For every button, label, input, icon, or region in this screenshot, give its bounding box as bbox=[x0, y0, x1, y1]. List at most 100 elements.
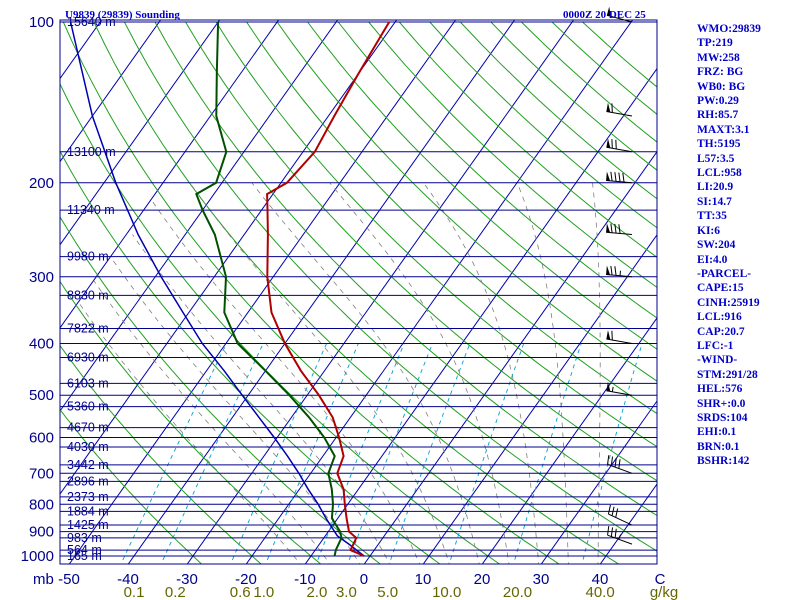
wind-barb bbox=[607, 504, 633, 526]
dewpoint-trace bbox=[195, 21, 343, 557]
plot-frame bbox=[59, 19, 658, 565]
temperature-tick-label: -20 bbox=[235, 571, 257, 588]
mixing-ratio-line bbox=[230, 343, 328, 564]
temperature-trace bbox=[266, 21, 391, 557]
height-label: 983 m bbox=[67, 531, 102, 545]
height-label: 6930 m bbox=[67, 351, 109, 365]
stat-row: FRZ: BG bbox=[697, 66, 744, 79]
height-label: 7822 m bbox=[67, 322, 109, 336]
isotherm-line bbox=[304, 67, 657, 564]
pressure-tick-label: 200 bbox=[29, 175, 54, 192]
height-label: 9980 m bbox=[67, 250, 109, 264]
stat-row: EI:4.0 bbox=[697, 253, 728, 266]
isotherm-line bbox=[481, 317, 657, 564]
dry-adiabat bbox=[276, 21, 657, 382]
moist-adiabat bbox=[112, 260, 361, 564]
height-label: 1425 m bbox=[67, 518, 109, 532]
height-label: 8830 m bbox=[67, 288, 109, 302]
isotherm-line bbox=[363, 150, 657, 564]
mixing-ratio-tick-label: 0.2 bbox=[165, 584, 186, 600]
isotherm-line bbox=[422, 234, 657, 564]
mixing-ratio-line bbox=[265, 343, 359, 564]
stat-row: BRN:0.1 bbox=[697, 440, 740, 453]
stat-row: -PARCEL- bbox=[697, 267, 752, 280]
isotherm-line bbox=[68, 20, 457, 564]
mixing-ratio-tick-label: 10.0 bbox=[432, 584, 461, 600]
y-axis-label: mb bbox=[33, 571, 54, 588]
moist-adiabat bbox=[150, 199, 421, 564]
stat-row: SI:14.7 bbox=[697, 195, 732, 208]
stat-row: STM:291/28 bbox=[697, 368, 758, 381]
stat-row: EHI:0.1 bbox=[697, 426, 737, 439]
wind-barb bbox=[606, 381, 633, 396]
height-label: 2373 m bbox=[67, 490, 109, 504]
pressure-tick-label: 800 bbox=[29, 496, 54, 513]
stat-row: LFC:-1 bbox=[697, 339, 734, 352]
pressure-tick-label: 900 bbox=[29, 524, 54, 541]
stat-row: WB0: BG bbox=[697, 80, 746, 93]
mixing-ratio-tick-label: 40.0 bbox=[585, 584, 614, 600]
x-axis-label: C bbox=[655, 571, 666, 588]
wind-barb bbox=[606, 138, 633, 153]
wind-barb bbox=[607, 455, 633, 474]
mixing-ratio-tick-label: 0.6 bbox=[230, 584, 251, 600]
height-label: 2896 m bbox=[67, 474, 109, 488]
mixing-ratio-tick-label: 2.0 bbox=[306, 584, 327, 600]
stat-row: PW:0.29 bbox=[697, 95, 739, 108]
wind-barb bbox=[607, 526, 633, 545]
pressure-tick-label: 600 bbox=[29, 430, 54, 447]
wind-barb bbox=[606, 6, 633, 23]
temperature-tick-label: -30 bbox=[176, 571, 198, 588]
stat-row: TH:5195 bbox=[697, 138, 741, 151]
isotherm-line bbox=[60, 20, 280, 329]
stat-row: -WIND- bbox=[697, 354, 738, 367]
temperature-tick-label: -10 bbox=[294, 571, 316, 588]
mixing-ratio-line bbox=[315, 343, 405, 564]
isotherm-line bbox=[60, 20, 162, 163]
isotherm-line bbox=[127, 20, 516, 564]
height-label: 165 m bbox=[67, 549, 102, 563]
dry-adiabat bbox=[246, 21, 657, 415]
mixing-ratio-tick-label: 5.0 bbox=[377, 584, 398, 600]
mixing-ratio-tick-label: 1.0 bbox=[253, 584, 274, 600]
isotherm-line bbox=[60, 20, 339, 412]
stat-row: SW:204 bbox=[697, 239, 736, 252]
stat-row: SRDS:104 bbox=[697, 411, 748, 424]
isotherm-line bbox=[60, 20, 398, 495]
mixing-ratio-line bbox=[120, 343, 227, 564]
pressure-tick-label: 700 bbox=[29, 465, 54, 482]
isotherm-line bbox=[245, 20, 634, 564]
stat-row: WMO:29839 bbox=[697, 23, 761, 35]
stat-row: CAP:20.7 bbox=[697, 325, 745, 338]
stat-row: LCL:958 bbox=[697, 167, 742, 180]
chart-title: U9839 (29839) Sounding bbox=[65, 9, 180, 21]
height-label: 6103 m bbox=[67, 376, 109, 390]
dry-adiabat bbox=[337, 21, 657, 319]
mixing-ratio-unit-label: g/kg bbox=[650, 584, 678, 600]
mixing-ratio-line bbox=[160, 343, 264, 564]
stat-row: RH:85.7 bbox=[697, 109, 739, 122]
mixing-ratio-tick-label: 20.0 bbox=[503, 584, 532, 600]
temperature-tick-label: 0 bbox=[360, 571, 368, 588]
wind-barb bbox=[606, 330, 633, 344]
height-label: 3442 m bbox=[67, 458, 109, 472]
dry-adiabat bbox=[368, 21, 657, 289]
dry-adiabat bbox=[398, 21, 657, 258]
moist-adiabat bbox=[132, 234, 391, 564]
dry-adiabat bbox=[307, 21, 657, 350]
moist-adiabat bbox=[251, 182, 480, 564]
stat-row: LCL:916 bbox=[697, 311, 742, 324]
mixing-ratio-tick-label: 3.0 bbox=[336, 584, 357, 600]
stat-row: CINH:25919 bbox=[697, 296, 760, 309]
wind-barb bbox=[606, 102, 633, 117]
temperature-tick-label: -50 bbox=[58, 571, 80, 588]
stat-row: KI:6 bbox=[697, 224, 720, 237]
stat-row: MAXT:3.1 bbox=[697, 123, 750, 136]
temperature-tick-label: 20 bbox=[474, 571, 491, 588]
stat-row: L57:3.5 bbox=[697, 152, 735, 165]
wind-barb bbox=[606, 171, 633, 184]
isotherm-line bbox=[60, 20, 221, 246]
height-label: 4030 m bbox=[67, 440, 109, 454]
stat-row: TT:35 bbox=[697, 210, 727, 223]
